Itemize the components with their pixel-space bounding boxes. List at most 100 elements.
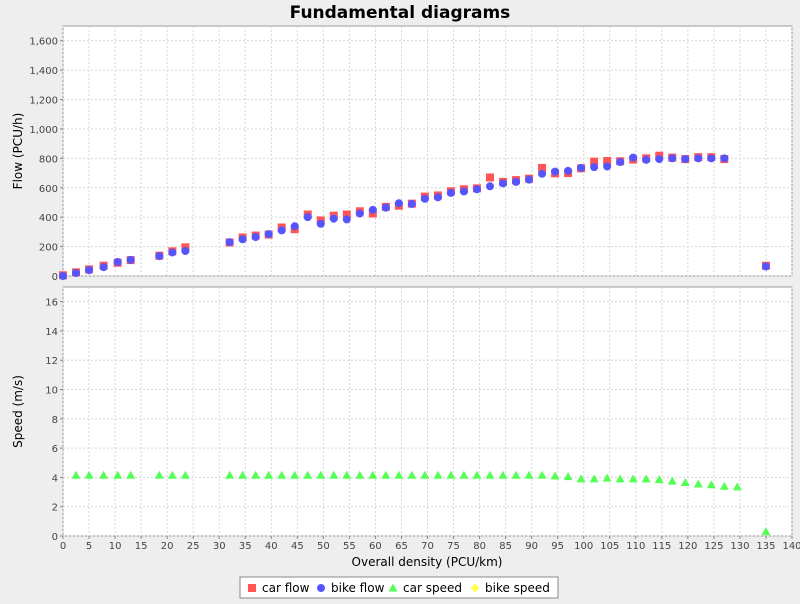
x-tick-label: 80 [473, 541, 486, 552]
bike-flow-point [577, 163, 586, 172]
y-tick-label: 12 [45, 356, 58, 367]
y-tick-label: 600 [39, 184, 58, 195]
bike-flow-point [381, 203, 390, 212]
car-speed-point [576, 474, 586, 483]
y-tick-label: 4 [52, 473, 58, 484]
car-speed-point [303, 470, 313, 479]
flow-panel: 0 200 400 600 800 1,000 1,200 1,400 1,600 Flow (P… [11, 25, 793, 283]
bike-flow-point [225, 238, 234, 247]
car-flow-point [538, 163, 547, 172]
car-speed-point [524, 470, 534, 479]
y-tick-label: 6 [52, 444, 58, 455]
car-speed-point [316, 470, 326, 479]
car-flow-point [485, 173, 494, 182]
car-speed-point [693, 479, 703, 488]
bike-flow-series [59, 153, 770, 280]
car-speed-point [368, 470, 378, 479]
flow-axis-label: Flow (PCU/h) [11, 113, 25, 190]
bike-flow-point [499, 179, 508, 188]
x-tick-label: 5 [86, 541, 92, 552]
car-speed-point [615, 474, 625, 483]
bike-flow-point [446, 188, 455, 197]
bike-flow-point [681, 155, 690, 164]
x-tick-label: 135 [756, 541, 775, 552]
bike-flow-point [433, 193, 442, 202]
bike-flow-point [525, 175, 534, 184]
car-speed-point [680, 478, 690, 487]
bike-flow-point [590, 163, 599, 172]
x-tick-label: 95 [551, 541, 564, 552]
legend-marker [388, 583, 398, 592]
y-tick-label: 8 [52, 415, 58, 426]
legend-marker [470, 583, 480, 593]
x-tick-label: 60 [369, 541, 382, 552]
car-flow-point [603, 157, 612, 165]
bike-flow-point [155, 252, 164, 261]
bike-flow-point [538, 169, 547, 178]
x-tick-label: 15 [135, 541, 148, 552]
legend-item-bike-speed: bike speed [470, 581, 550, 595]
car-speed-point [99, 470, 109, 479]
bike-flow-point [407, 199, 416, 208]
car-speed-point [433, 470, 443, 479]
car-speed-point [251, 470, 261, 479]
speed-axis-label: Speed (m/s) [11, 375, 25, 448]
bike-flow-point [316, 219, 325, 228]
car-speed-point [290, 470, 300, 479]
bike-flow-point [668, 154, 677, 163]
car-speed-point [654, 475, 664, 484]
x-tick-label: 25 [187, 541, 200, 552]
bike-flow-point [394, 199, 403, 208]
car-speed-point [84, 470, 94, 479]
bike-flow-point [603, 162, 612, 171]
legend-marker [317, 584, 325, 592]
car-speed-point [329, 470, 339, 479]
y-tick-label: 0 [52, 272, 58, 283]
bike-flow-point [355, 209, 364, 218]
legend-item-car-speed: car speed [388, 581, 462, 595]
car-speed-point [394, 470, 404, 479]
car-speed-point [602, 473, 612, 482]
bike-flow-point [168, 248, 177, 257]
bike-flow-point [72, 269, 81, 278]
bike-flow-point [113, 258, 122, 267]
bike-flow-point [629, 153, 638, 162]
car-speed-point [225, 470, 235, 479]
car-speed-point [420, 470, 430, 479]
bike-flow-point [99, 263, 108, 272]
car-speed-point [342, 470, 352, 479]
x-tick-label: 120 [678, 541, 697, 552]
bike-flow-point [277, 226, 286, 235]
bike-flow-point [251, 233, 260, 242]
bike-flow-point [59, 272, 67, 280]
bike-flow-point [126, 255, 135, 264]
bike-flow-point [485, 182, 494, 191]
y-tick-label: 10 [45, 386, 58, 397]
chart-title: Fundamental diagrams [290, 3, 511, 23]
bike-flow-point [720, 154, 729, 163]
car-speed-point [167, 470, 177, 479]
y-tick-label: 800 [39, 154, 58, 165]
legend-label: bike speed [485, 581, 550, 595]
bike-flow-point [761, 262, 770, 271]
bike-flow-point [472, 185, 481, 194]
car-speed-point [550, 471, 560, 480]
x-tick-label: 65 [395, 541, 408, 552]
y-tick-label: 400 [39, 213, 58, 224]
x-tick-label: 55 [343, 541, 356, 552]
car-speed-point [459, 470, 469, 479]
car-speed-point [381, 470, 391, 479]
x-tick-label: 125 [704, 541, 723, 552]
car-speed-point [537, 470, 547, 479]
x-tick-label: 50 [317, 541, 330, 552]
bike-flow-point [342, 215, 351, 224]
car-speed-point [71, 470, 81, 479]
car-speed-point [719, 481, 729, 490]
car-speed-point [498, 470, 508, 479]
x-tick-label: 30 [213, 541, 226, 552]
bike-flow-point [694, 154, 703, 163]
bike-flow-point [655, 155, 664, 164]
x-tick-label: 75 [447, 541, 460, 552]
x-tick-label: 115 [652, 541, 671, 552]
car-speed-point [563, 472, 573, 481]
